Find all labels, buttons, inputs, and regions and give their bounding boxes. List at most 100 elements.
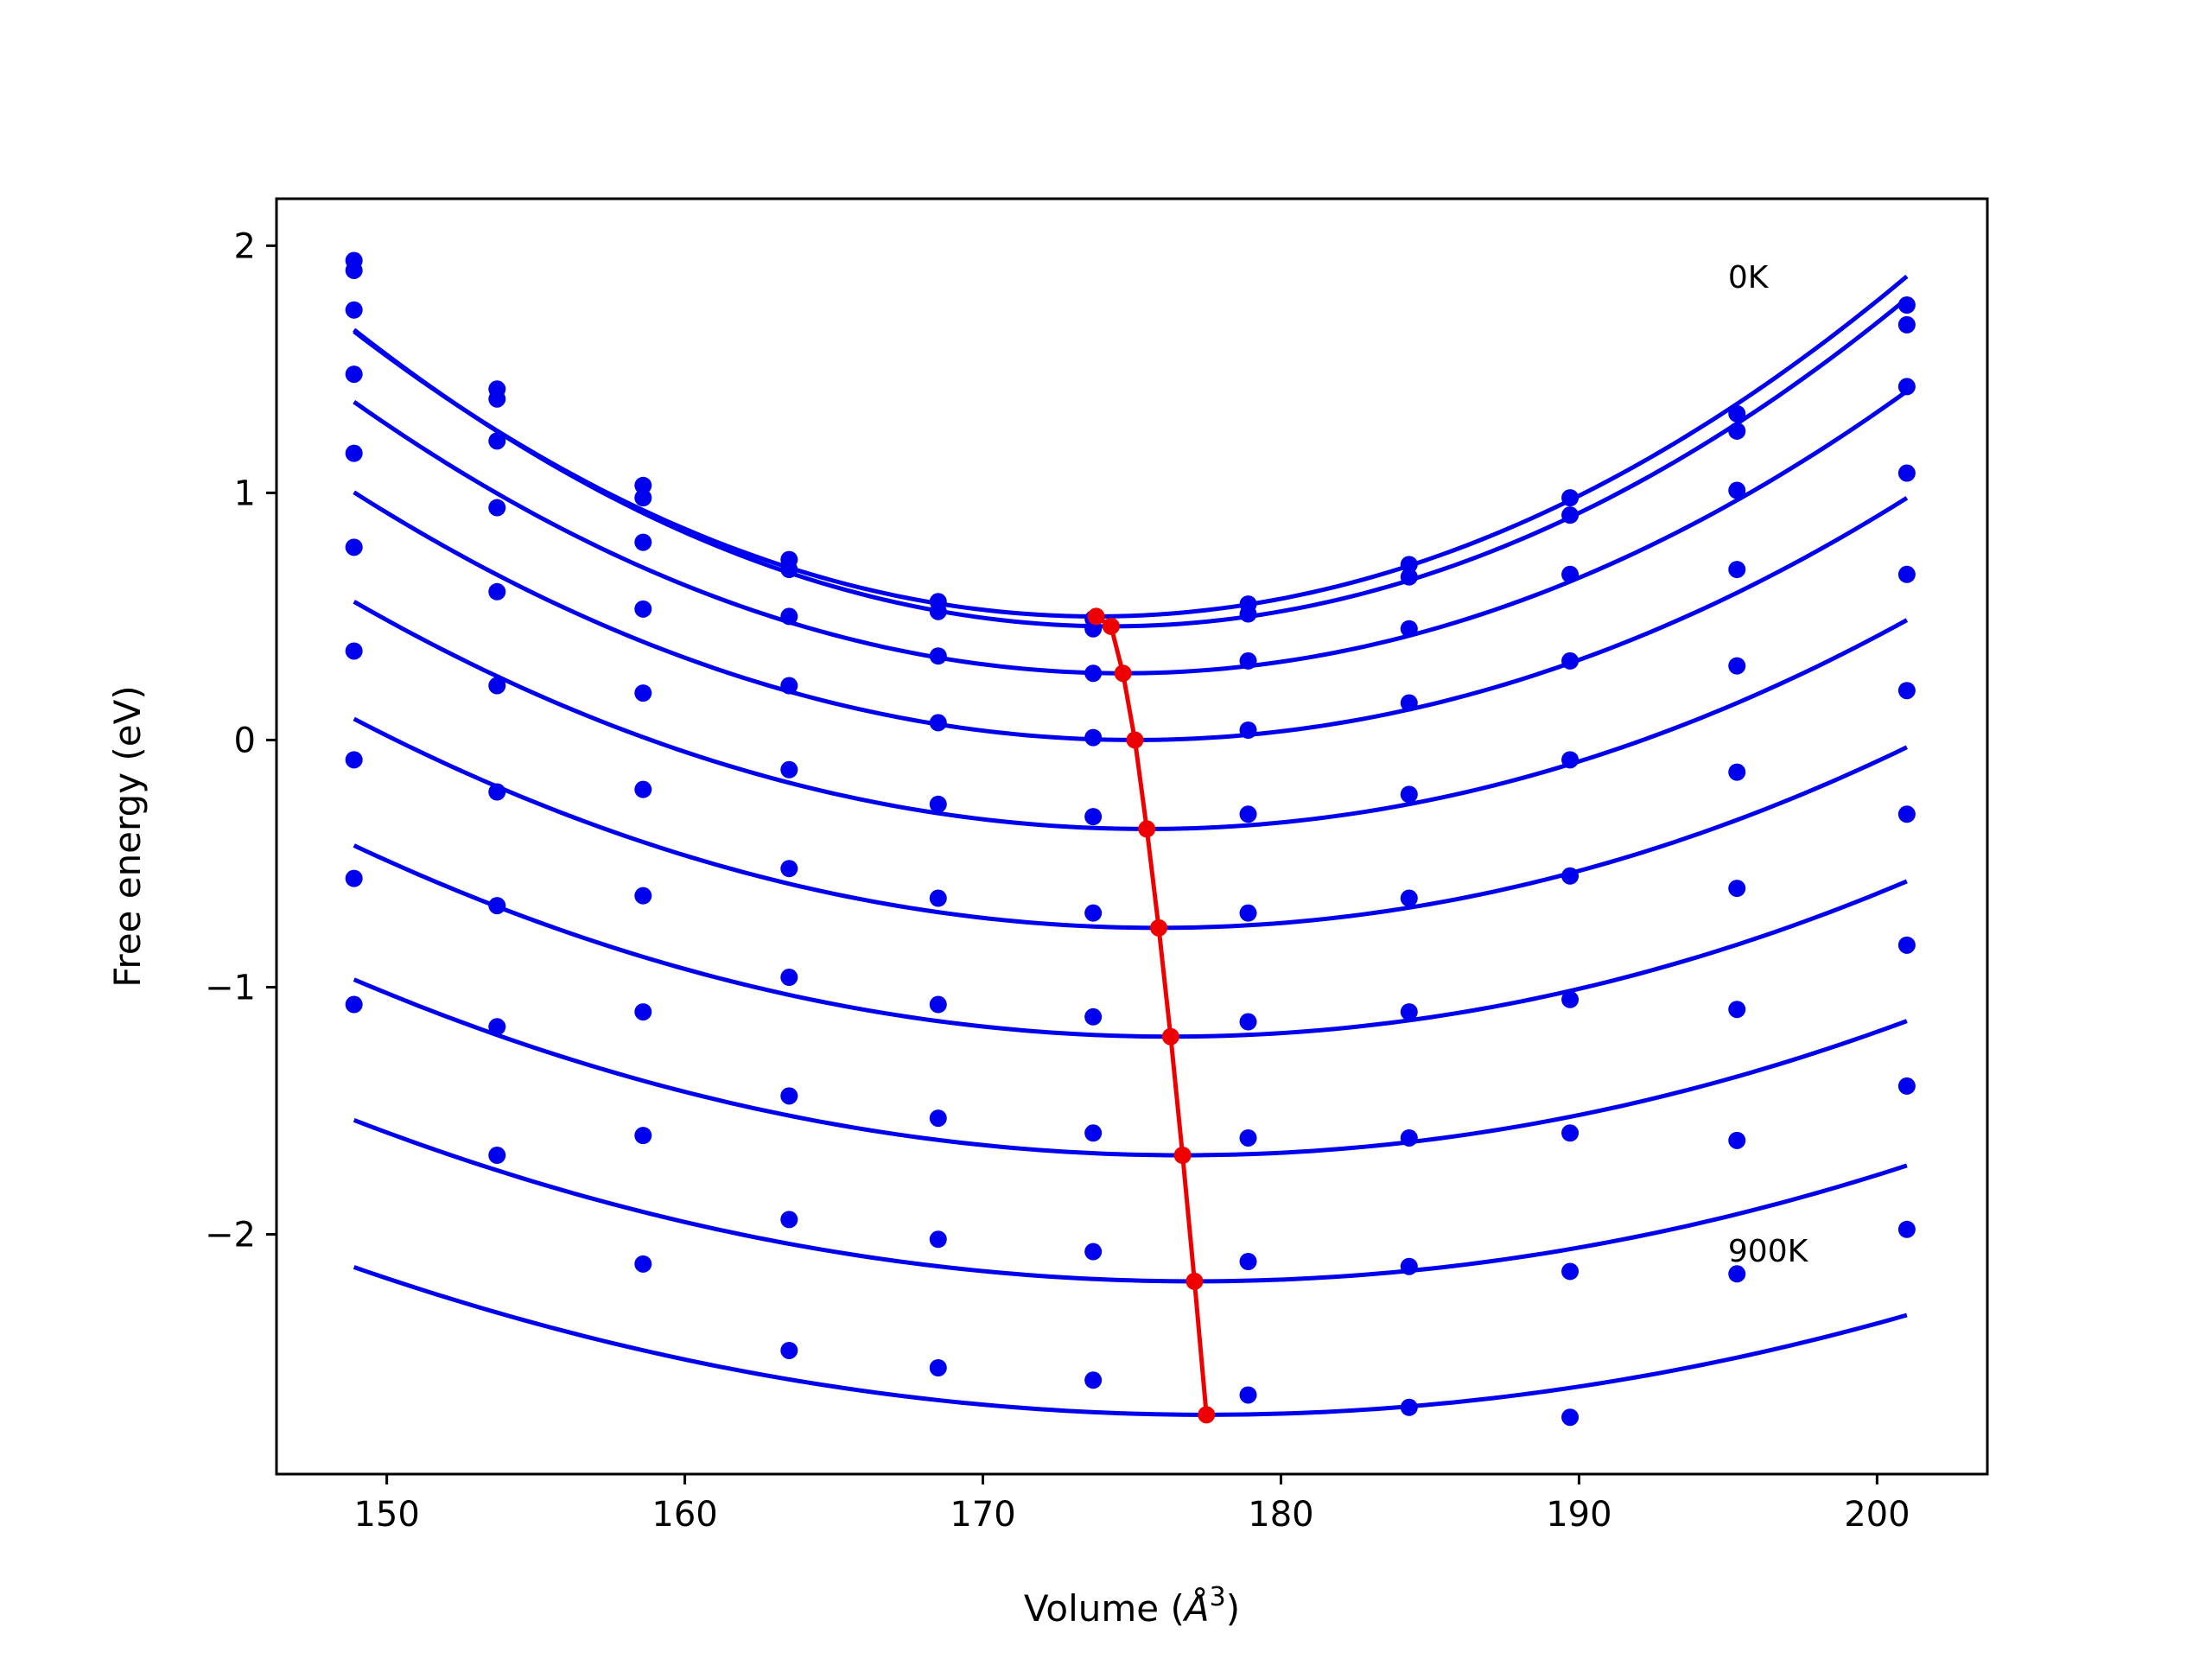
data-point-9-6 <box>1239 1386 1257 1404</box>
min-point-8 <box>1185 1272 1204 1290</box>
data-point-5-10 <box>1897 682 1916 700</box>
fit-curve-1 <box>353 296 1909 629</box>
x-tick-label-1: 160 <box>652 1495 717 1535</box>
data-point-6-7 <box>1400 1003 1418 1021</box>
min-point-1 <box>1102 617 1120 635</box>
data-point-9-8 <box>1561 1408 1580 1427</box>
min-point-0 <box>1087 607 1105 626</box>
plot-data <box>345 251 1916 1427</box>
data-point-3-9 <box>1728 561 1746 579</box>
data-point-4-9 <box>1728 657 1746 675</box>
data-point-2-0 <box>345 301 363 319</box>
data-point-3-0 <box>345 365 363 384</box>
data-point-6-5 <box>1084 1007 1103 1026</box>
data-point-1-4 <box>929 602 947 620</box>
x-tick-label-2: 170 <box>950 1495 1015 1535</box>
fit-curve-4 <box>353 600 1909 831</box>
plot-frame <box>275 197 1989 1476</box>
data-point-3-7 <box>1400 694 1418 712</box>
data-point-2-9 <box>1728 481 1746 499</box>
data-point-4-1 <box>488 582 506 601</box>
data-point-4-3 <box>780 760 798 779</box>
data-point-3-10 <box>1897 464 1916 482</box>
data-point-7-10 <box>1897 936 1916 954</box>
data-point-7-0 <box>345 751 363 769</box>
data-point-8-0 <box>345 869 363 887</box>
data-point-1-2 <box>634 489 652 507</box>
data-point-5-7 <box>1400 889 1418 907</box>
data-point-4-10 <box>1897 565 1916 583</box>
data-point-6-4 <box>929 995 947 1014</box>
data-point-8-4 <box>929 1230 947 1249</box>
data-point-4-5 <box>1084 808 1103 826</box>
data-point-6-8 <box>1561 990 1580 1008</box>
data-point-8-6 <box>1239 1253 1257 1270</box>
annotation-0: 0K <box>1728 260 1770 296</box>
data-point-2-7 <box>1400 620 1418 638</box>
data-point-9-1 <box>488 1147 506 1164</box>
data-point-8-9 <box>1728 1131 1746 1149</box>
data-point-9-10 <box>1897 1220 1916 1238</box>
fit-curve-8 <box>353 1118 1908 1284</box>
data-point-3-6 <box>1239 721 1257 739</box>
data-point-0-9 <box>1728 404 1746 423</box>
data-point-2-2 <box>634 533 652 551</box>
data-point-9-7 <box>1400 1398 1418 1416</box>
data-point-1-1 <box>488 390 506 408</box>
data-point-8-3 <box>780 1211 798 1229</box>
data-point-7-5 <box>1084 1124 1103 1142</box>
x-tick-label-5: 200 <box>1844 1495 1910 1535</box>
y-tick-label-0: 2 <box>234 226 256 266</box>
data-point-4-0 <box>345 444 363 462</box>
data-point-3-3 <box>780 677 798 695</box>
x-tick-label-4: 190 <box>1546 1495 1611 1535</box>
min-energy-line <box>1095 614 1209 1415</box>
data-point-0-2 <box>634 476 652 494</box>
fit-curve-7 <box>353 977 1908 1158</box>
data-point-6-6 <box>1239 1013 1257 1031</box>
data-point-5-4 <box>929 889 947 907</box>
axis-ticks: 150 160 170 180 190 200 2 1 0 −1 −2 <box>205 226 1910 1535</box>
fit-curve-5 <box>353 716 1908 931</box>
x-tick-label-0: 150 <box>353 1495 419 1535</box>
data-point-8-2 <box>634 1127 652 1145</box>
data-point-3-5 <box>1084 728 1103 747</box>
data-point-9-5 <box>1084 1371 1103 1389</box>
data-point-7-3 <box>780 1087 798 1105</box>
data-point-1-7 <box>1400 568 1418 586</box>
min-point-7 <box>1173 1147 1192 1164</box>
data-point-1-6 <box>1239 605 1257 623</box>
data-point-7-8 <box>1561 1124 1580 1142</box>
data-point-0-8 <box>1561 489 1580 507</box>
fit-curve-9 <box>353 1265 1908 1417</box>
data-point-7-6 <box>1239 1128 1257 1147</box>
data-point-3-8 <box>1561 652 1580 670</box>
data-point-6-0 <box>345 642 363 660</box>
y-tick-label-4: −2 <box>205 1216 256 1255</box>
data-point-7-1 <box>488 897 506 915</box>
data-point-2-10 <box>1897 378 1916 396</box>
data-point-1-0 <box>345 261 363 279</box>
data-point-5-6 <box>1239 904 1257 922</box>
data-point-2-4 <box>929 647 947 665</box>
data-point-6-10 <box>1897 805 1916 823</box>
data-point-7-9 <box>1728 1001 1746 1019</box>
data-point-6-2 <box>634 887 652 905</box>
annotation-1: 900K <box>1728 1234 1809 1269</box>
data-point-9-0 <box>345 995 363 1014</box>
data-point-0-7 <box>1400 556 1418 574</box>
data-point-2-8 <box>1561 565 1580 583</box>
data-point-5-9 <box>1728 763 1746 781</box>
fit-curve-6 <box>353 843 1908 1039</box>
data-point-8-10 <box>1897 1077 1916 1095</box>
data-point-7-4 <box>929 1109 947 1128</box>
data-point-1-10 <box>1897 315 1916 334</box>
data-point-6-9 <box>1728 880 1746 898</box>
y-tick-label-3: −1 <box>205 968 256 1007</box>
data-point-8-7 <box>1400 1257 1418 1275</box>
data-point-9-3 <box>780 1341 798 1359</box>
data-point-8-5 <box>1084 1243 1103 1261</box>
data-point-4-6 <box>1239 805 1257 823</box>
data-point-2-3 <box>780 607 798 626</box>
data-point-4-2 <box>634 684 652 702</box>
